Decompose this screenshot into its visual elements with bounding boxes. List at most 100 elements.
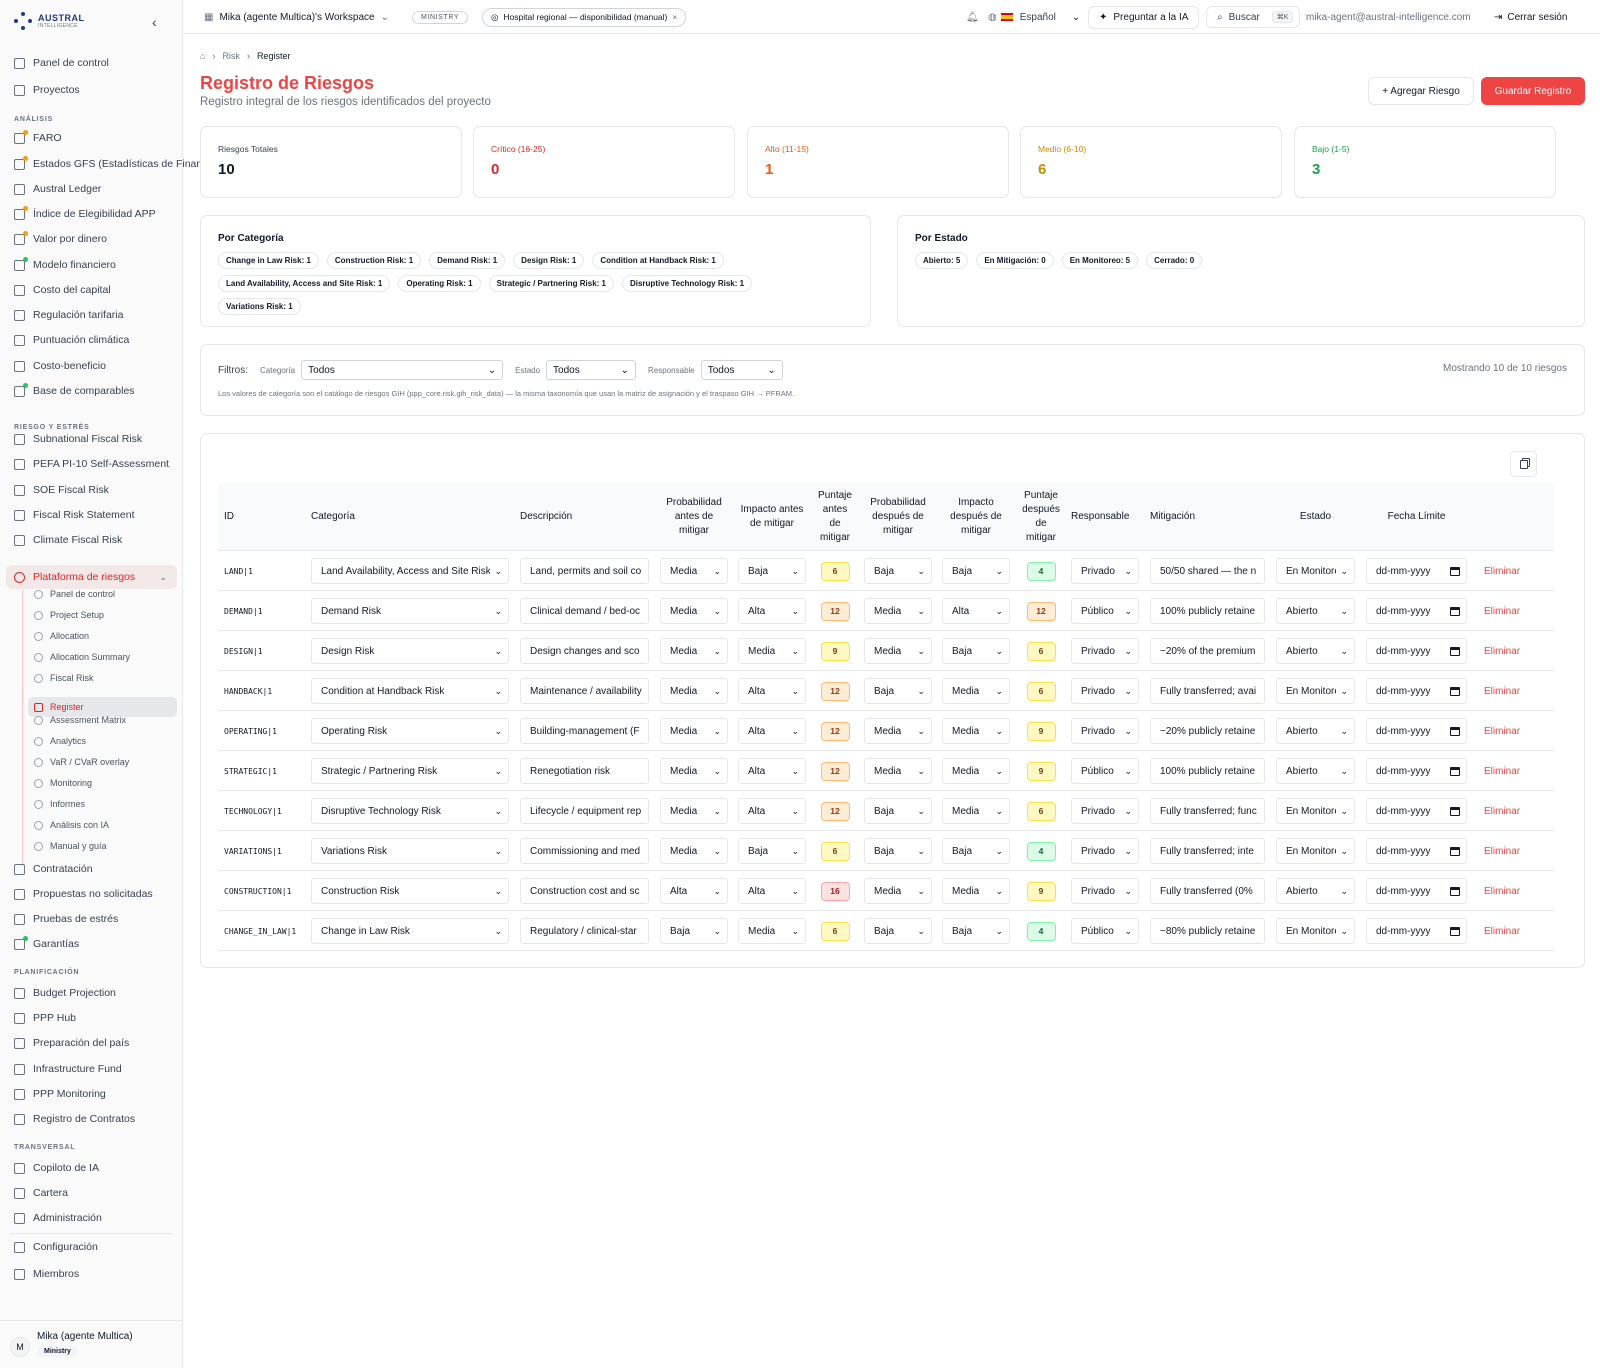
submenu-item-informes[interactable]: Informes <box>34 796 85 812</box>
submenu-item-analytics[interactable]: Analytics <box>34 733 86 749</box>
impact-before-select[interactable]: Alta ⌄ <box>738 718 806 744</box>
sidebar-item-garantias[interactable]: Garantías <box>14 935 79 953</box>
description-input[interactable]: Building-management (F <box>520 718 649 744</box>
sidebar-item-propuestas-no-solicitadas[interactable]: Propuestas no solicitadas <box>14 885 153 903</box>
column-header-score-after[interactable]: Puntaje después de mitigar <box>1022 490 1060 543</box>
status-select[interactable]: En Monitoreo ⌄ <box>1276 558 1355 584</box>
mitigation-input[interactable]: ~20% publicly retaine <box>1150 718 1265 744</box>
column-header-prob-after[interactable]: Probabilidad después de mitigar <box>870 497 926 536</box>
delete-row-button[interactable]: Eliminar <box>1484 925 1521 937</box>
deadline-date-input[interactable]: dd-mm-yyyy <box>1366 558 1467 584</box>
calendar-icon[interactable] <box>1450 886 1460 896</box>
impact-before-select[interactable]: Alta ⌄ <box>738 758 806 784</box>
deadline-date-input[interactable]: dd-mm-yyyy <box>1366 878 1467 904</box>
delete-row-button[interactable]: Eliminar <box>1484 805 1521 817</box>
owner-select[interactable]: Público ⌄ <box>1071 598 1139 624</box>
owner-select[interactable]: Privado ⌄ <box>1071 798 1139 824</box>
sidebar-item-indice-de-elegibilidad-app[interactable]: Índice de Elegibilidad APP <box>14 205 156 223</box>
mitigation-input[interactable]: Fully transferred; inte <box>1150 838 1265 864</box>
probability-before-select[interactable]: Media ⌄ <box>660 598 728 624</box>
mitigation-input[interactable]: Fully transferred; avai <box>1150 678 1265 704</box>
probability-after-select[interactable]: Baja ⌄ <box>864 678 932 704</box>
impact-before-select[interactable]: Baja ⌄ <box>738 558 806 584</box>
mitigation-input[interactable]: 100% publicly retaine <box>1150 598 1265 624</box>
probability-before-select[interactable]: Media ⌄ <box>660 558 728 584</box>
status-filter-select[interactable]: Todos ⌄ <box>546 360 637 380</box>
category-select[interactable]: Change in Law Risk ⌄ <box>311 918 509 944</box>
submenu-item-assessment-matrix[interactable]: Assessment Matrix <box>34 712 126 728</box>
submenu-item-allocation[interactable]: Allocation <box>34 628 89 644</box>
column-header-score-before[interactable]: Puntaje antes de mitigar <box>818 490 852 543</box>
column-header-category[interactable]: Categoría <box>311 511 355 522</box>
sidebar-item-proyectos[interactable]: Proyectos <box>14 81 80 99</box>
status-select[interactable]: En Monitoreo ⌄ <box>1276 678 1355 704</box>
sidebar-item-costo-beneficio[interactable]: Costo-beneficio <box>14 357 106 375</box>
submenu-item-register[interactable]: Register <box>28 697 177 717</box>
column-header-description[interactable]: Descripción <box>520 511 573 522</box>
column-header-impact-after[interactable]: Impacto después de mitigar <box>950 497 1002 536</box>
description-input[interactable]: Renegotiation risk <box>520 758 649 784</box>
description-input[interactable]: Regulatory / clinical-star <box>520 918 649 944</box>
probability-after-select[interactable]: Baja ⌄ <box>864 918 932 944</box>
mitigation-input[interactable]: ~80% publicly retaine <box>1150 918 1265 944</box>
owner-select[interactable]: Privado ⌄ <box>1071 878 1139 904</box>
probability-after-select[interactable]: Media ⌄ <box>864 638 932 664</box>
impact-before-select[interactable]: Alta ⌄ <box>738 878 806 904</box>
description-input[interactable]: Construction cost and sc <box>520 878 649 904</box>
submenu-item-var-cvar-overlay[interactable]: VaR / CVaR overlay <box>34 754 129 770</box>
bell-icon[interactable]: 🔔︎ <box>966 11 979 23</box>
delete-row-button[interactable]: Eliminar <box>1484 885 1521 897</box>
deadline-date-input[interactable]: dd-mm-yyyy <box>1366 678 1467 704</box>
calendar-icon[interactable] <box>1450 806 1460 816</box>
impact-before-select[interactable]: Baja ⌄ <box>738 838 806 864</box>
calendar-icon[interactable] <box>1450 566 1460 576</box>
calendar-icon[interactable] <box>1450 646 1460 656</box>
deadline-date-input[interactable]: dd-mm-yyyy <box>1366 758 1467 784</box>
column-header-deadline[interactable]: Fecha Límite <box>1387 511 1446 522</box>
sidebar-item-ppp-monitoring[interactable]: PPP Monitoring <box>14 1085 106 1103</box>
sidebar-item-faro[interactable]: FARO <box>14 129 62 147</box>
sidebar-item-regulacion-tarifaria[interactable]: Regulación tarifaria <box>14 306 123 324</box>
status-select[interactable]: En Monitoreo ⌄ <box>1276 798 1355 824</box>
description-input[interactable]: Maintenance / availability <box>520 678 649 704</box>
category-filter-select[interactable]: Todos ⌄ <box>301 360 504 380</box>
impact-after-select[interactable]: Media ⌄ <box>942 758 1010 784</box>
sidebar-item-copiloto-de-ia[interactable]: Copiloto de IA <box>14 1159 99 1177</box>
sidebar-item-registro-de-contratos[interactable]: Registro de Contratos <box>14 1110 135 1128</box>
impact-after-select[interactable]: Baja ⌄ <box>942 838 1010 864</box>
probability-after-select[interactable]: Baja ⌄ <box>864 558 932 584</box>
column-header-id[interactable]: ID <box>224 511 234 522</box>
mitigation-input[interactable]: Fully transferred (0% <box>1150 878 1265 904</box>
submenu-item-analisis-con-ia[interactable]: Análisis con IA <box>34 817 109 833</box>
user-profile[interactable]: M Mika (agente Multica) Ministry <box>0 1320 183 1368</box>
delete-row-button[interactable]: Eliminar <box>1484 565 1521 577</box>
owner-select[interactable]: Privado ⌄ <box>1071 558 1139 584</box>
column-header-impact-before[interactable]: Impacto antes de mitigar <box>740 504 804 529</box>
sidebar-item-costo-del-capital[interactable]: Costo del capital <box>14 281 111 299</box>
sidebar-item-infrastructure-fund[interactable]: Infrastructure Fund <box>14 1060 122 1078</box>
column-header-owner[interactable]: Responsable <box>1071 511 1130 522</box>
deadline-date-input[interactable]: dd-mm-yyyy <box>1366 598 1467 624</box>
deadline-date-input[interactable]: dd-mm-yyyy <box>1366 718 1467 744</box>
description-input[interactable]: Clinical demand / bed-oc <box>520 598 649 624</box>
impact-after-select[interactable]: Baja ⌄ <box>942 558 1010 584</box>
save-register-button[interactable]: Guardar Registro <box>1481 77 1585 105</box>
submenu-item-project-setup[interactable]: Project Setup <box>34 607 104 623</box>
category-select[interactable]: Condition at Handback Risk ⌄ <box>311 678 509 704</box>
delete-row-button[interactable]: Eliminar <box>1484 725 1521 737</box>
mitigation-input[interactable]: 100% publicly retaine <box>1150 758 1265 784</box>
logout-button[interactable]: ⇥ Cerrar sesión <box>1494 0 1567 34</box>
owner-select[interactable]: Público ⌄ <box>1071 758 1139 784</box>
deadline-date-input[interactable]: dd-mm-yyyy <box>1366 638 1467 664</box>
probability-after-select[interactable]: Media ⌄ <box>864 718 932 744</box>
deadline-date-input[interactable]: dd-mm-yyyy <box>1366 918 1467 944</box>
probability-before-select[interactable]: Baja ⌄ <box>660 918 728 944</box>
sidebar-item-contratacion[interactable]: Contratación <box>14 860 93 878</box>
add-risk-button[interactable]: + Agregar Riesgo <box>1368 77 1474 105</box>
impact-after-select[interactable]: Baja ⌄ <box>942 918 1010 944</box>
column-header-prob-before[interactable]: Probabilidad antes de mitigar <box>666 497 722 536</box>
project-pill[interactable]: ◎ Hospital regional — disponibilidad (ma… <box>482 7 687 27</box>
probability-after-select[interactable]: Media ⌄ <box>864 758 932 784</box>
sidebar-item-pruebas-de-estres[interactable]: Pruebas de estrés <box>14 910 118 928</box>
submenu-item-allocation-summary[interactable]: Allocation Summary <box>34 649 130 665</box>
